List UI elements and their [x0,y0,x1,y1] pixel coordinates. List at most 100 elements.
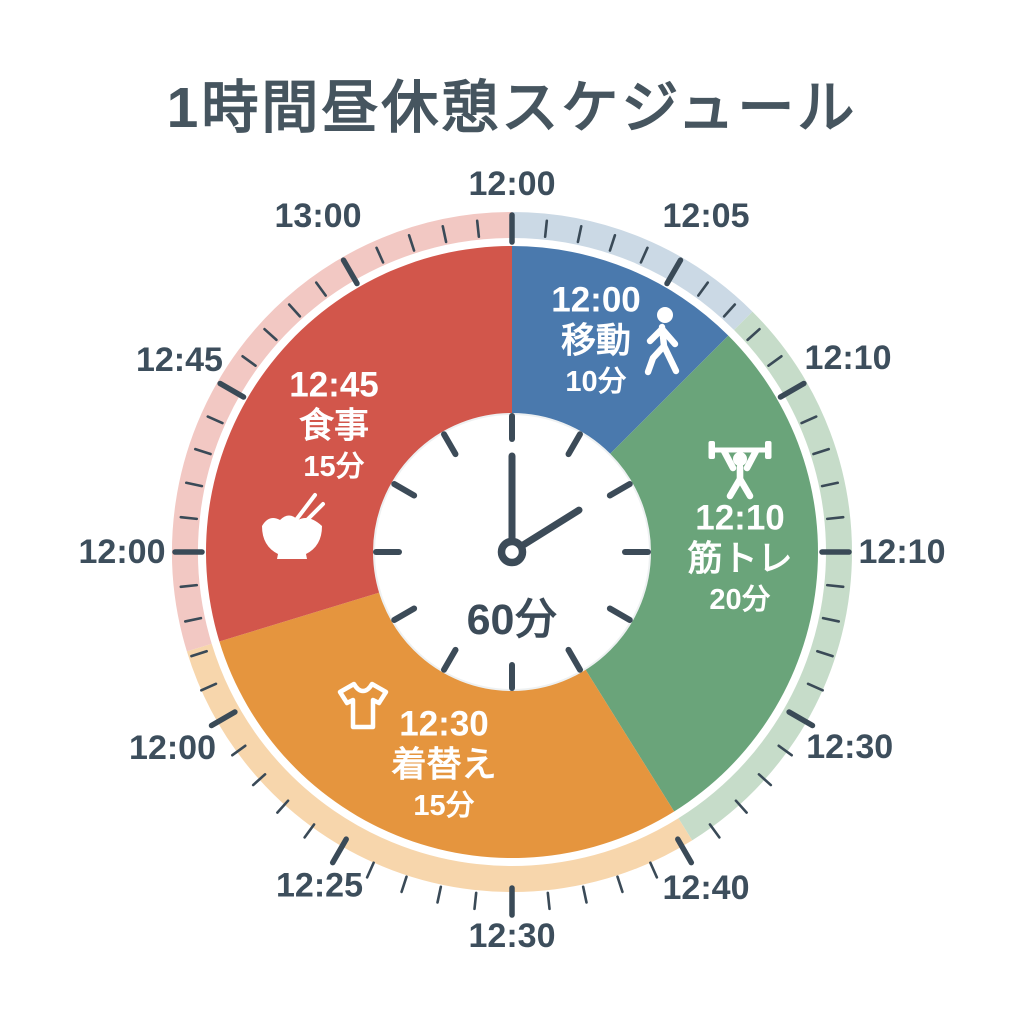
minor-tick [276,799,290,814]
segment-time-meal: 12:45 [289,366,379,405]
minor-tick [608,233,617,252]
clock-tick [565,646,583,673]
segment-activity-meal: 食事 [299,406,369,446]
clock-tick [606,481,633,499]
ring-arc-meal [172,212,513,652]
minor-tick [757,773,773,787]
minor-tick [241,354,257,367]
segment-activity-changing-clothes: 着替え [391,746,496,785]
clock-tick [565,431,583,458]
minor-tick [231,744,247,757]
minor-tick [825,583,845,589]
time-label: 12:05 [663,197,750,235]
segment-duration-changing-clothes: 15分 [413,789,474,822]
minor-tick [812,447,831,456]
minor-tick [179,515,199,521]
time-label: 12:30 [806,728,893,766]
minor-tick [375,246,385,264]
time-label: 12:40 [663,869,750,907]
minor-tick [616,875,624,894]
segment-activity-strength-training: 筋トレ [687,540,792,579]
minor-tick [184,481,204,488]
clock-tick [606,605,633,623]
minor-tick [200,682,218,692]
outer-time-labels: 12:00 12:05 12:10 12:10 12:30 12:40 12:30 12:25… [79,165,946,955]
time-label: 12:00 [129,729,216,767]
minor-tick [179,583,199,589]
clock-ticks [373,413,651,691]
minor-tick [746,327,761,342]
minor-tick [365,861,375,879]
major-tick [217,380,247,400]
page-title: 1時間昼休憩スケジュール [166,76,858,140]
major-tick [777,380,807,400]
minor-tick [639,246,649,264]
time-label: 12:00 [469,165,556,203]
minute-tick-marks [172,212,852,918]
segment-duration-transit: 10分 [565,365,626,398]
major-tick [664,257,684,287]
time-label: 12:45 [136,341,223,379]
minor-tick [734,799,748,814]
minor-tick [697,281,710,297]
segment-transit [512,246,729,455]
minor-tick [800,415,818,425]
minor-tick [546,891,551,911]
minor-tick [825,515,845,521]
minor-tick [473,891,478,911]
rice-bowl-icon [262,493,325,559]
major-tick [340,257,360,287]
minor-tick [263,327,278,342]
time-label: 13:00 [275,197,362,235]
minor-tick [806,682,824,692]
minor-tick [722,303,737,318]
total-duration-label: 60分 [467,596,558,644]
time-label: 12:30 [469,917,556,955]
weightlifter-icon [708,441,772,500]
minor-tick [543,219,549,239]
ring-arc-changing-clothes [186,643,693,892]
minor-tick [767,354,783,367]
clock-tick [391,481,418,499]
minor-tick [649,861,659,879]
minor-tick [708,823,721,839]
minor-tick [777,744,793,757]
time-label: 12:25 [276,866,363,904]
time-label: 12:10 [859,533,946,571]
minor-tick [287,303,302,318]
clock-hub [497,537,527,567]
segment-duration-strength-training: 20分 [709,583,770,616]
time-label: 12:10 [805,339,892,377]
minor-tick [576,224,583,244]
segment-time-strength-training: 12:10 [695,499,785,538]
minor-tick [193,447,212,456]
minor-tick [820,481,840,488]
minor-tick [251,773,267,787]
major-tick [675,836,695,866]
clock-tick [391,605,418,623]
center-clock: 60分 [373,413,651,691]
segment-time-transit: 12:00 [551,281,641,320]
minor-tick [190,649,208,658]
major-tick [329,836,349,866]
minor-tick [475,219,481,239]
minor-tick [407,233,416,252]
minor-tick [183,616,203,623]
segment-duration-meal: 15分 [303,450,364,483]
segment-changing-clothes [219,592,675,858]
minor-tick [816,649,834,658]
time-label: 12:00 [79,533,166,571]
minor-tick [441,224,448,244]
minor-tick [314,281,327,297]
minor-tick [821,616,841,623]
segment-time-changing-clothes: 12:30 [399,705,489,744]
major-tick [208,709,238,729]
minor-tick [303,823,316,839]
major-tick [786,709,816,729]
